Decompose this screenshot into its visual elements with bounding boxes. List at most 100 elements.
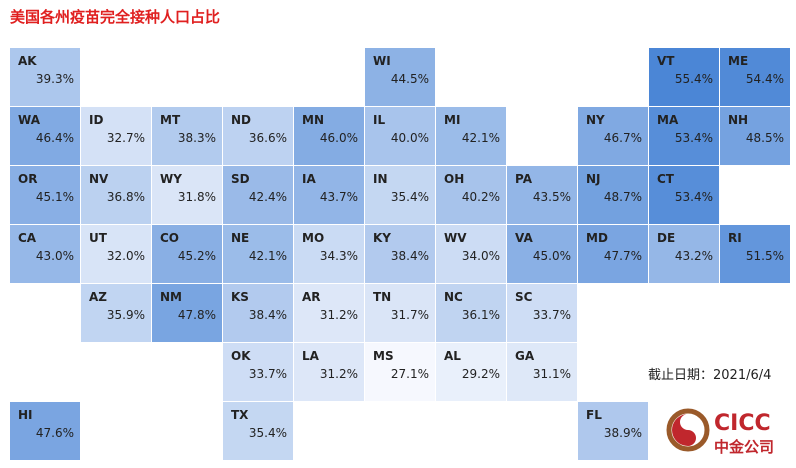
state-label: IN (373, 172, 388, 186)
state-label: MT (160, 113, 181, 127)
tile: ND 36.6% (223, 107, 293, 165)
state-label: AZ (89, 290, 107, 304)
tile-fill (10, 402, 80, 460)
value-label: 35.9% (107, 308, 145, 322)
value-label: 36.8% (107, 190, 145, 204)
tile-fill (365, 166, 435, 224)
value-label: 31.7% (391, 308, 429, 322)
tile-fill (152, 225, 222, 283)
logo-icon-inner (672, 414, 696, 446)
value-label: 47.6% (36, 426, 74, 440)
tile-fill (649, 48, 719, 106)
state-label: NY (586, 113, 605, 127)
tile-fill (10, 48, 80, 106)
value-label: 45.0% (533, 249, 571, 263)
chart-title: 美国各州疫苗完全接种人口占比 (10, 8, 220, 26)
state-label: OH (444, 172, 464, 186)
state-label: LA (302, 349, 320, 363)
value-label: 34.0% (462, 249, 500, 263)
value-label: 42.1% (462, 131, 500, 145)
value-label: 53.4% (675, 131, 713, 145)
state-label: MI (444, 113, 460, 127)
tile: NC 36.1% (436, 284, 506, 342)
value-label: 40.2% (462, 190, 500, 204)
tile-fill (507, 225, 577, 283)
tile: MO 34.3% (294, 225, 364, 283)
tile: NM 47.8% (152, 284, 222, 342)
value-label: 38.3% (178, 131, 216, 145)
tile-fill (223, 284, 293, 342)
tile-fill (507, 284, 577, 342)
tile-fill (578, 166, 648, 224)
tile-fill (152, 166, 222, 224)
tile: MS 27.1% (365, 343, 435, 401)
value-label: 48.5% (746, 131, 784, 145)
tile: WY 31.8% (152, 166, 222, 224)
tile-fill (436, 225, 506, 283)
state-label: WI (373, 54, 391, 68)
tile: MA 53.4% (649, 107, 719, 165)
tile: MN 46.0% (294, 107, 364, 165)
state-label: VA (515, 231, 533, 245)
tile-fill (10, 107, 80, 165)
state-label: CT (657, 172, 675, 186)
value-label: 35.4% (249, 426, 287, 440)
tile: NH 48.5% (720, 107, 790, 165)
state-label: NM (160, 290, 182, 304)
tile: OH 40.2% (436, 166, 506, 224)
note: 截止日期：2021/6/4 (648, 368, 771, 383)
tile-fill (152, 284, 222, 342)
value-label: 34.3% (320, 249, 358, 263)
state-label: UT (89, 231, 108, 245)
tile: AR 31.2% (294, 284, 364, 342)
logo-icon (666, 408, 710, 452)
value-label: 48.7% (604, 190, 642, 204)
value-label: 33.7% (533, 308, 571, 322)
value-label: 43.5% (533, 190, 571, 204)
value-label: 46.7% (604, 131, 642, 145)
state-label: PA (515, 172, 533, 186)
state-label: NE (231, 231, 249, 245)
tile-fill (720, 48, 790, 106)
state-label: RI (728, 231, 742, 245)
tile: ME 54.4% (720, 48, 790, 106)
logo: CICC 中金公司 (666, 408, 774, 456)
value-label: 53.4% (675, 190, 713, 204)
value-label: 36.1% (462, 308, 500, 322)
tile-fill (223, 402, 293, 460)
state-label: FL (586, 408, 602, 422)
tile: MD 47.7% (578, 225, 648, 283)
tile-fill (81, 107, 151, 165)
state-label: SC (515, 290, 533, 304)
value-label: 31.2% (320, 308, 358, 322)
value-label: 31.1% (533, 367, 571, 381)
tile-fill (10, 225, 80, 283)
tile-fill (81, 225, 151, 283)
state-label: CA (18, 231, 37, 245)
state-label: AL (444, 349, 461, 363)
tile-fill (436, 343, 506, 401)
value-label: 51.5% (746, 249, 784, 263)
tile: IL 40.0% (365, 107, 435, 165)
value-label: 46.4% (36, 131, 74, 145)
tile-fill (365, 48, 435, 106)
tile-fill (365, 284, 435, 342)
tile-fill (294, 343, 364, 401)
state-label: WA (18, 113, 41, 127)
state-label: NJ (586, 172, 601, 186)
tile-fill (294, 284, 364, 342)
state-label: AK (18, 54, 37, 68)
value-label: 31.8% (178, 190, 216, 204)
tile: IA 43.7% (294, 166, 364, 224)
state-label: AR (302, 290, 321, 304)
state-label: MD (586, 231, 608, 245)
